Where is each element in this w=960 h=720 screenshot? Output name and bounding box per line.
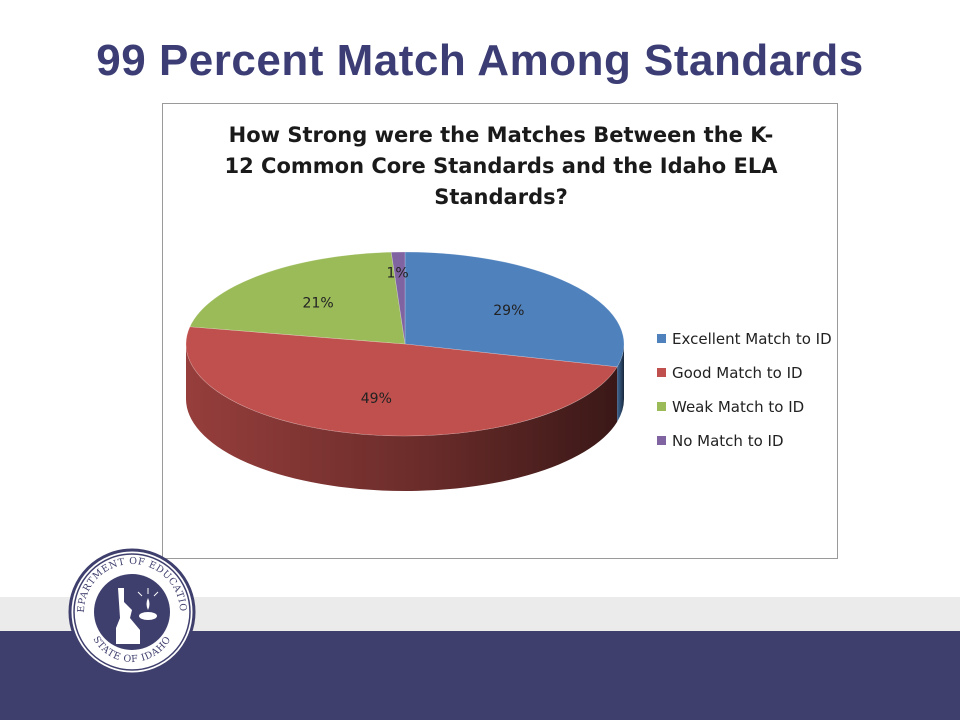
legend-label-excellent-match-to-id: Excellent Match to ID bbox=[672, 330, 832, 348]
idaho-map-lamp-icon bbox=[116, 588, 159, 644]
data-labels: 29% 49% 21% 1% bbox=[303, 265, 525, 407]
data-label-excellent-match-to-id: 29% bbox=[493, 303, 524, 319]
data-label-weak-match-to-id: 21% bbox=[303, 296, 334, 312]
chart-title: How Strong were the Matches Between the … bbox=[224, 123, 778, 209]
legend-label-weak-match-to-id: Weak Match to ID bbox=[672, 398, 804, 416]
legend: Excellent Match to ID Good Match to ID Wea… bbox=[657, 330, 832, 450]
legend-swatch bbox=[657, 402, 666, 411]
pie-slice-excellent-match-to-id bbox=[404, 251, 625, 368]
pie-slice-no-match-to-id bbox=[390, 251, 406, 345]
legend-swatch bbox=[657, 368, 666, 377]
legend-label-good-match-to-id: Good Match to ID bbox=[672, 364, 803, 382]
pie-chart: 29% 49% 21% 1% Excellent Match to ID Good Ma… bbox=[185, 251, 832, 492]
legend-swatch bbox=[657, 334, 666, 343]
legend-swatch bbox=[657, 436, 666, 445]
pie-slice-weak-match-to-id bbox=[189, 251, 406, 345]
pie-group bbox=[185, 251, 625, 492]
pie-side-good-match-to-id bbox=[186, 344, 618, 492]
chart-frame: How Strong were the Matches Between the … bbox=[162, 103, 838, 559]
pie-slice-good-match-to-id bbox=[185, 326, 618, 437]
slide-title: 99 Percent Match Among Standards bbox=[96, 36, 864, 85]
pie-side-excellent-match-to-id bbox=[617, 344, 624, 422]
legend-label-no-match-to-id: No Match to ID bbox=[672, 432, 784, 450]
data-label-no-match-to-id: 1% bbox=[387, 265, 409, 281]
data-label-good-match-to-id: 49% bbox=[361, 391, 392, 407]
